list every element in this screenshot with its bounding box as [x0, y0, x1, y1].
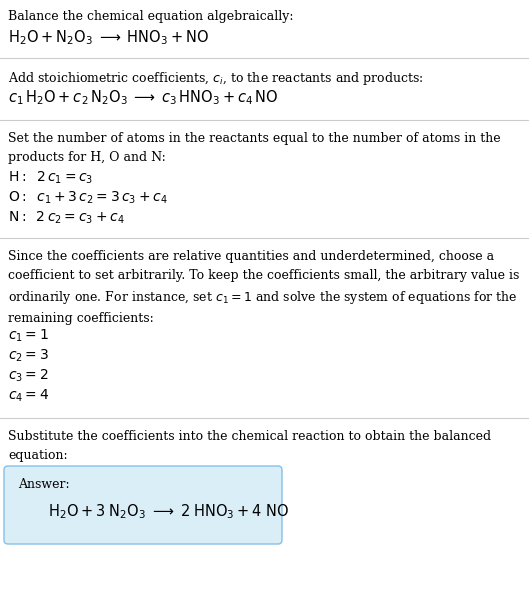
FancyBboxPatch shape: [4, 466, 282, 544]
Text: $\mathrm{H_2O + 3\;N_2O_3 \;\longrightarrow\; 2\;HNO_3 + 4\;NO}$: $\mathrm{H_2O + 3\;N_2O_3 \;\longrightar…: [48, 502, 289, 521]
Text: $\mathrm{N{:}}\;\;2\,c_2 = c_3 + c_4$: $\mathrm{N{:}}\;\;2\,c_2 = c_3 + c_4$: [8, 210, 125, 226]
Text: $c_3 = 2$: $c_3 = 2$: [8, 368, 49, 384]
Text: Since the coefficients are relative quantities and underdetermined, choose a
coe: Since the coefficients are relative quan…: [8, 250, 519, 325]
Text: Answer:: Answer:: [18, 478, 70, 491]
Text: Substitute the coefficients into the chemical reaction to obtain the balanced
eq: Substitute the coefficients into the che…: [8, 430, 491, 462]
Text: Balance the chemical equation algebraically:: Balance the chemical equation algebraica…: [8, 10, 294, 23]
Text: $c_1\,\mathrm{H_2O} + c_2\,\mathrm{N_2O_3} \;\longrightarrow\; c_3\,\mathrm{HNO_: $c_1\,\mathrm{H_2O} + c_2\,\mathrm{N_2O_…: [8, 88, 279, 107]
Text: $c_2 = 3$: $c_2 = 3$: [8, 348, 49, 364]
Text: $c_4 = 4$: $c_4 = 4$: [8, 388, 49, 404]
Text: $c_1 = 1$: $c_1 = 1$: [8, 328, 49, 344]
Text: $\mathrm{H{:}}\;\;2\,c_1 = c_3$: $\mathrm{H{:}}\;\;2\,c_1 = c_3$: [8, 170, 93, 186]
Text: Add stoichiometric coefficients, $c_i$, to the reactants and products:: Add stoichiometric coefficients, $c_i$, …: [8, 70, 424, 87]
Text: Set the number of atoms in the reactants equal to the number of atoms in the
pro: Set the number of atoms in the reactants…: [8, 132, 500, 164]
Text: $\mathrm{O{:}}\;\;c_1 + 3\,c_2 = 3\,c_3 + c_4$: $\mathrm{O{:}}\;\;c_1 + 3\,c_2 = 3\,c_3 …: [8, 190, 168, 206]
Text: $\mathrm{H_2O + N_2O_3 \;\longrightarrow\; HNO_3 + NO}$: $\mathrm{H_2O + N_2O_3 \;\longrightarrow…: [8, 28, 209, 47]
